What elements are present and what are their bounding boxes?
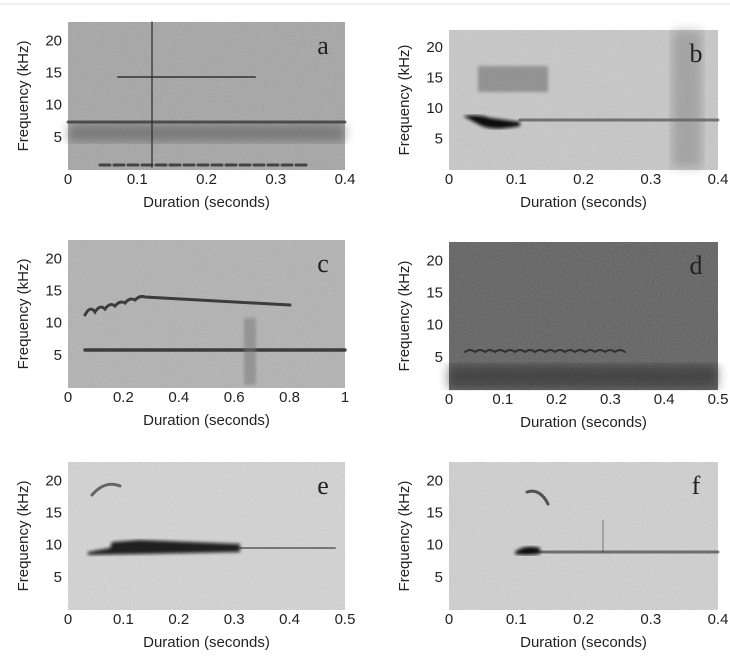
x-tick-label: 0 [445, 171, 453, 188]
y-tick-label: 10 [45, 97, 62, 114]
features-f [515, 489, 720, 555]
spectrogram-noise [68, 240, 345, 388]
y-tick-label: 20 [45, 472, 62, 489]
x-axis-label: Duration (seconds) [520, 414, 647, 431]
x-tick-label: 0.3 [224, 611, 245, 628]
panel-letter: d [690, 251, 703, 280]
x-tick-label: 0.3 [640, 171, 661, 188]
y-tick-label: 5 [435, 349, 443, 366]
x-tick-label: 0.2 [573, 171, 594, 188]
x-tick-label: 0 [64, 389, 72, 406]
features-b [463, 30, 720, 168]
x-tick-label: 0.2 [168, 611, 189, 628]
y-axis-label: Frequency (kHz) [396, 45, 413, 156]
features-e [88, 482, 336, 555]
x-tick-label: 0.4 [335, 171, 356, 188]
x-tick-label: 0 [445, 391, 453, 408]
x-tick-label: 0.1 [127, 171, 148, 188]
spectrogram-noise [449, 462, 718, 610]
x-tick-label: 0.2 [573, 611, 594, 628]
y-tick-label: 15 [426, 284, 443, 301]
x-axis-label: Duration (seconds) [143, 194, 270, 211]
x-tick-label: 0 [64, 611, 72, 628]
y-tick-label: 10 [426, 537, 443, 554]
x-tick-label: 0.4 [168, 389, 189, 406]
y-tick-label: 10 [45, 537, 62, 554]
y-tick-label: 10 [426, 317, 443, 334]
y-tick-label: 5 [435, 569, 443, 586]
x-axis-label: Duration (seconds) [520, 194, 647, 211]
x-tick-label: 0.2 [196, 171, 217, 188]
y-tick-label: 10 [45, 315, 62, 332]
spectrogram-noise [68, 462, 345, 610]
x-axis-label: Duration (seconds) [143, 634, 270, 651]
x-tick-label: 0.3 [600, 391, 621, 408]
x-tick-label: 0.1 [506, 611, 527, 628]
y-tick-label: 5 [54, 569, 62, 586]
y-axis-label: Frequency (kHz) [396, 261, 413, 372]
y-tick-label: 20 [45, 250, 62, 267]
x-tick-label: 0.6 [224, 389, 245, 406]
panel-backgrounds [68, 22, 718, 610]
y-axis-label: Frequency (kHz) [15, 41, 32, 152]
y-tick-label: 15 [426, 70, 443, 87]
x-tick-label: 0.3 [640, 611, 661, 628]
x-tick-label: 0.2 [546, 391, 567, 408]
panel-letter: f [692, 471, 701, 500]
x-tick-label: 0.4 [654, 391, 675, 408]
y-tick-label: 20 [426, 39, 443, 56]
y-axis-label: Frequency (kHz) [15, 481, 32, 592]
y-axis-label: Frequency (kHz) [15, 259, 32, 370]
panel-letter: b [690, 39, 703, 68]
x-tick-label: 0 [64, 171, 72, 188]
x-tick-label: 0.5 [335, 611, 356, 628]
y-tick-label: 5 [435, 131, 443, 148]
panel-letter: e [317, 471, 329, 500]
x-tick-label: 0 [445, 611, 453, 628]
x-tick-label: 0.1 [506, 171, 527, 188]
y-tick-label: 15 [45, 64, 62, 81]
x-tick-label: 0.4 [708, 171, 729, 188]
features-d [448, 349, 718, 388]
panel-letter: c [317, 249, 329, 278]
panel-letter: a [317, 31, 329, 60]
y-tick-label: 15 [45, 282, 62, 299]
x-tick-label: 0.8 [279, 389, 300, 406]
x-tick-label: 0.4 [279, 611, 300, 628]
y-tick-label: 15 [426, 504, 443, 521]
spectrogram-noise [68, 22, 345, 170]
x-axis-label: Duration (seconds) [520, 634, 647, 651]
x-tick-label: 0.1 [113, 611, 134, 628]
features-a [66, 21, 347, 168]
x-tick-label: 0.2 [113, 389, 134, 406]
y-tick-label: 20 [426, 472, 443, 489]
x-tick-label: 1 [341, 389, 349, 406]
x-axis-label: Duration (seconds) [143, 412, 270, 429]
y-tick-label: 20 [45, 32, 62, 49]
y-tick-label: 5 [54, 347, 62, 364]
x-tick-label: 0.4 [708, 611, 729, 628]
y-tick-label: 20 [426, 252, 443, 269]
y-tick-label: 5 [54, 129, 62, 146]
y-tick-label: 10 [426, 100, 443, 117]
features-c [83, 294, 347, 385]
x-tick-label: 0.5 [708, 391, 729, 408]
x-tick-label: 0.1 [492, 391, 513, 408]
y-tick-label: 15 [45, 504, 62, 521]
spectrogram-features [66, 21, 720, 555]
y-axis-label: Frequency (kHz) [396, 481, 413, 592]
x-tick-label: 0.3 [265, 171, 286, 188]
